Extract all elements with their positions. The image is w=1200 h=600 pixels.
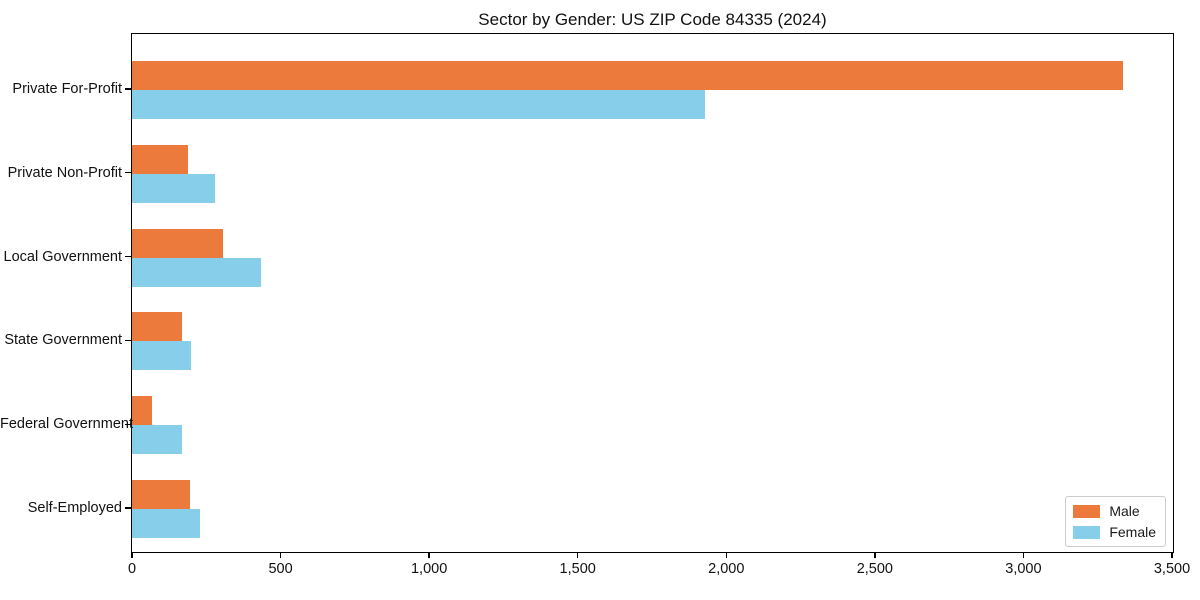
x-tick-mark <box>1171 553 1173 558</box>
bar-female-private-non-profit <box>132 173 215 203</box>
bar-female-federal-government <box>132 425 182 455</box>
legend-item-male: Male <box>1073 503 1156 519</box>
x-tick-label: 0 <box>127 561 137 577</box>
x-tick-mark <box>577 553 579 558</box>
x-tick-mark <box>1022 553 1025 558</box>
y-tick-mark <box>125 88 131 90</box>
legend-label-female: Female <box>1109 524 1156 540</box>
y-tick-label-local-government: Local Government <box>3 248 122 265</box>
plot-area: Male Female <box>131 33 1174 553</box>
bar-male-self-employed <box>132 480 190 509</box>
bar-male-local-government <box>132 228 223 258</box>
y-tick-label-federal-government: Federal Government <box>0 416 133 433</box>
y-tick-mark <box>125 423 131 425</box>
x-tick-label: 3,500 <box>1153 561 1191 577</box>
x-tick-mark <box>279 553 282 558</box>
y-tick-label-state-government: State Government <box>4 332 122 349</box>
x-tick-mark <box>131 553 133 558</box>
bar-female-local-government <box>132 257 261 287</box>
y-tick-mark <box>125 255 131 258</box>
legend-item-female: Female <box>1073 524 1156 540</box>
x-tick-label: 1,000 <box>410 561 448 577</box>
x-tick-label: 1,500 <box>559 561 596 577</box>
y-tick-label-self-employed: Self-Employed <box>27 500 122 516</box>
legend-swatch-female <box>1073 525 1101 539</box>
y-tick-label-private-for-profit: Private For-Profit <box>12 81 122 97</box>
legend-label-male: Male <box>1109 503 1140 519</box>
x-tick-label: 3,000 <box>1005 561 1042 577</box>
x-tick-mark <box>725 553 727 558</box>
bar-female-self-employed <box>132 509 200 538</box>
bar-male-private-non-profit <box>132 144 188 174</box>
y-tick-mark <box>125 507 131 509</box>
bar-female-private-for-profit <box>132 90 705 119</box>
x-tick-mark <box>428 553 430 558</box>
legend-swatch-male <box>1073 504 1101 518</box>
bar-male-private-for-profit <box>132 61 1123 90</box>
y-tick-mark <box>125 172 131 174</box>
x-tick-label: 2,000 <box>708 561 745 577</box>
chart-title: Sector by Gender: US ZIP Code 84335 (202… <box>478 10 827 29</box>
bar-male-state-government <box>132 312 182 342</box>
bar-male-federal-government <box>132 396 152 426</box>
bar-female-state-government <box>132 341 191 371</box>
x-tick-label: 500 <box>268 561 293 577</box>
y-tick-mark <box>125 339 131 342</box>
x-tick-label: 2,500 <box>856 561 893 577</box>
x-tick-mark <box>874 553 876 558</box>
legend: Male Female <box>1065 496 1166 547</box>
y-tick-label-private-non-profit: Private Non-Profit <box>7 164 122 181</box>
